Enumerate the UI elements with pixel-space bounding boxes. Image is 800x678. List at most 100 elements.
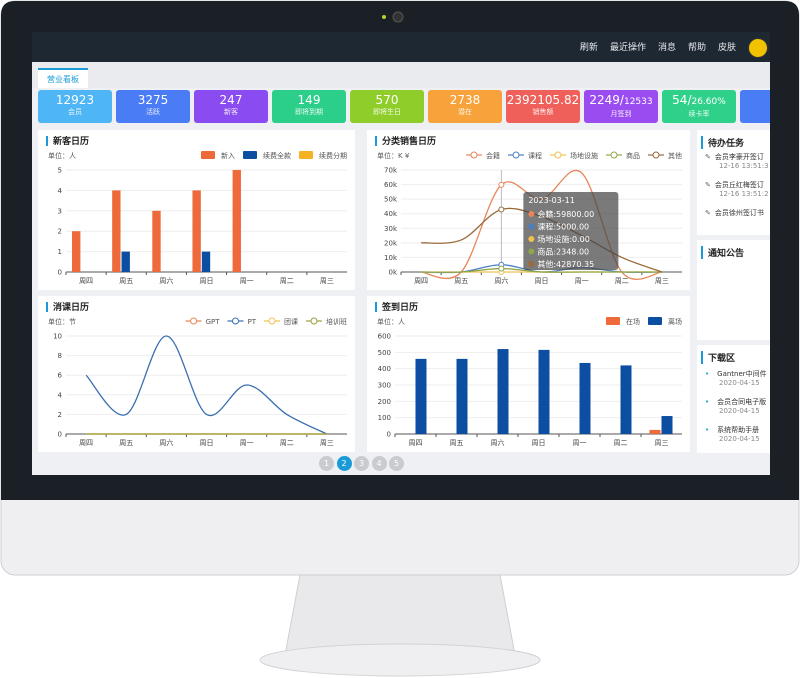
hover-point <box>498 181 505 188</box>
stat-card[interactable]: 54/26.60% 续卡率 <box>662 90 736 123</box>
stat-card[interactable]: 570 即将生日 <box>350 90 424 123</box>
stat-number: 2738 <box>449 93 481 107</box>
toolbar-item[interactable]: 消息 <box>657 43 676 53</box>
x-tick-label: 周三 <box>655 439 669 447</box>
todo-item[interactable]: ✎ 会员李豪开签订 12-16 13:51:3 <box>705 152 769 170</box>
toolbar-item[interactable]: 皮肤 <box>717 43 736 53</box>
stat-card[interactable]: 12923 会员 <box>38 90 112 123</box>
stat-number: 149 <box>297 93 321 107</box>
x-tick-label: 周六 <box>159 276 173 285</box>
tab[interactable]: 营业看板 <box>38 68 88 88</box>
tooltip-line: 课程:5000.00 <box>537 223 589 232</box>
tooltip-line: 会籍:59800.00 <box>537 209 594 219</box>
download-panel: 下载区 • Gantner中间件 2020-04-15 • 会员合同电子版 2020-04-… <box>697 345 770 453</box>
x-tick-label: 周六 <box>491 438 505 447</box>
x-tick-label: 周五 <box>450 439 464 447</box>
download-name: Gantner中间件 <box>717 370 767 378</box>
y-tick-label: 0k <box>388 269 397 277</box>
page-dot[interactable]: 5 <box>389 456 404 471</box>
legend-label: 课程 <box>528 151 542 160</box>
bar <box>456 358 468 434</box>
stat-card[interactable]: 2738 潜在 <box>428 90 502 123</box>
download-item[interactable]: • 系统帮助手册 2020-04-15 <box>705 425 760 443</box>
todo-item[interactable]: ✎ 会员丘红梅签订 12-16 13:51:2 <box>705 180 769 198</box>
legend-label: 续费分期 <box>319 151 347 160</box>
stat-card[interactable]: 2249/12533 月签到 <box>584 90 658 123</box>
todo-icon: ✎ <box>705 153 711 161</box>
chart-panel: 消课日历 单位：节 培训班 团课 PT GPT 0 2 4 6 8 10 周四 周五 周六 周日 周一 周二 周三 <box>38 296 355 452</box>
bar <box>232 170 241 272</box>
chart-title: 签到日历 <box>381 301 418 313</box>
stat-value: 2392105.82 <box>506 93 580 107</box>
y-tick-label: 10k <box>384 254 398 262</box>
stat-card[interactable]: 2392105.82 销售额 <box>506 90 580 123</box>
stat-label: 续卡率 <box>688 110 710 118</box>
stat-value: 54/26.60% <box>662 93 736 109</box>
chart-panel: 新客日历 单位：人 续费分期 续费全款 新入 0 1 2 3 4 5 周四 周五 周六 周日 周一 周二 周三 <box>38 130 355 290</box>
legend-swatch <box>606 317 620 325</box>
toolbar-item[interactable]: 最近操作 <box>609 43 646 53</box>
chart-unit: 单位：人 <box>377 317 405 326</box>
stat-card[interactable]: 149 即将到期 <box>272 90 346 123</box>
bar <box>620 365 632 434</box>
bar <box>72 231 81 272</box>
tooltip-line: 场地设施:0.00 <box>537 234 590 244</box>
tab-bar: 营业看板 <box>32 62 770 88</box>
legend-swatch <box>243 151 257 159</box>
legend-swatch-dot <box>232 317 239 325</box>
download-item[interactable]: • Gantner中间件 2020-04-15 <box>705 369 767 387</box>
stat-card[interactable]: 247 新客 <box>194 90 268 123</box>
tooltip-dot <box>528 248 535 255</box>
stat-value: 3275 <box>116 93 190 107</box>
y-tick-label: 0 <box>58 431 62 439</box>
page-dot[interactable]: 2 <box>336 456 352 471</box>
x-tick-label: 周日 <box>200 439 214 447</box>
stat-card-partial[interactable] <box>740 90 770 123</box>
stat-value: 247 <box>194 93 268 107</box>
notice-title: 通知公告 <box>701 246 744 259</box>
stat-label: 月签到 <box>610 110 632 118</box>
page-dot[interactable]: 1 <box>319 456 334 471</box>
y-tick-label: 50k <box>384 196 398 204</box>
toolbar-item[interactable]: 帮助 <box>687 43 706 53</box>
y-tick-label: 60k <box>384 181 398 189</box>
chart-unit: 单位：K ¥ <box>377 151 410 160</box>
x-tick-label: 周四 <box>79 439 93 447</box>
tooltip <box>523 192 619 270</box>
y-tick-label: 30k <box>384 225 398 233</box>
todo-time: 12-16 13:51:2 <box>719 190 769 198</box>
chart-unit: 单位：人 <box>48 151 76 160</box>
legend-label: 续费全款 <box>263 151 291 160</box>
page-dot[interactable]: 3 <box>354 456 369 471</box>
stat-label: 潜在 <box>458 108 472 116</box>
x-tick-label: 周一 <box>240 277 254 285</box>
avatar[interactable] <box>748 38 768 58</box>
download-name: 会员合同电子版 <box>717 398 767 406</box>
stat-sub: 12533 <box>623 97 653 107</box>
toolbar: 刷新 最近操作 消息 帮助 皮肤 <box>580 40 736 53</box>
bar <box>192 190 201 272</box>
todo-title: 待办任务 <box>701 136 744 149</box>
download-item[interactable]: • 会员合同电子版 2020-04-15 <box>705 397 766 415</box>
chart-title: 消课日历 <box>53 301 89 313</box>
x-tick-label: 周二 <box>614 439 628 447</box>
todo-item[interactable]: ✎ 会员徐州签订书 <box>705 208 764 218</box>
stat-number: 570 <box>375 93 399 107</box>
stat-sub: 26.60% <box>691 97 726 107</box>
toolbar-item[interactable]: 刷新 <box>579 43 598 53</box>
y-tick-label: 2 <box>58 228 62 236</box>
line <box>85 335 328 435</box>
stat-card[interactable]: 3275 活跃 <box>116 90 190 123</box>
chart-panel: 签到日历 单位：人 离场 在场 0 100 200 300 400 500 600 周四 周五 周六 周日 周… <box>367 296 690 452</box>
download-date: 2020-04-15 <box>719 379 760 387</box>
tooltip-line: 商品:2348.00 <box>537 247 589 257</box>
y-tick-label: 4 <box>58 187 63 195</box>
todo-time: 12-16 13:51:3 <box>719 162 769 170</box>
stat-number: 12923 <box>55 93 95 107</box>
legend-swatch <box>299 151 313 159</box>
page-dot[interactable]: 4 <box>371 456 387 471</box>
legend-swatch <box>201 151 215 159</box>
x-tick-label: 周四 <box>414 277 428 285</box>
